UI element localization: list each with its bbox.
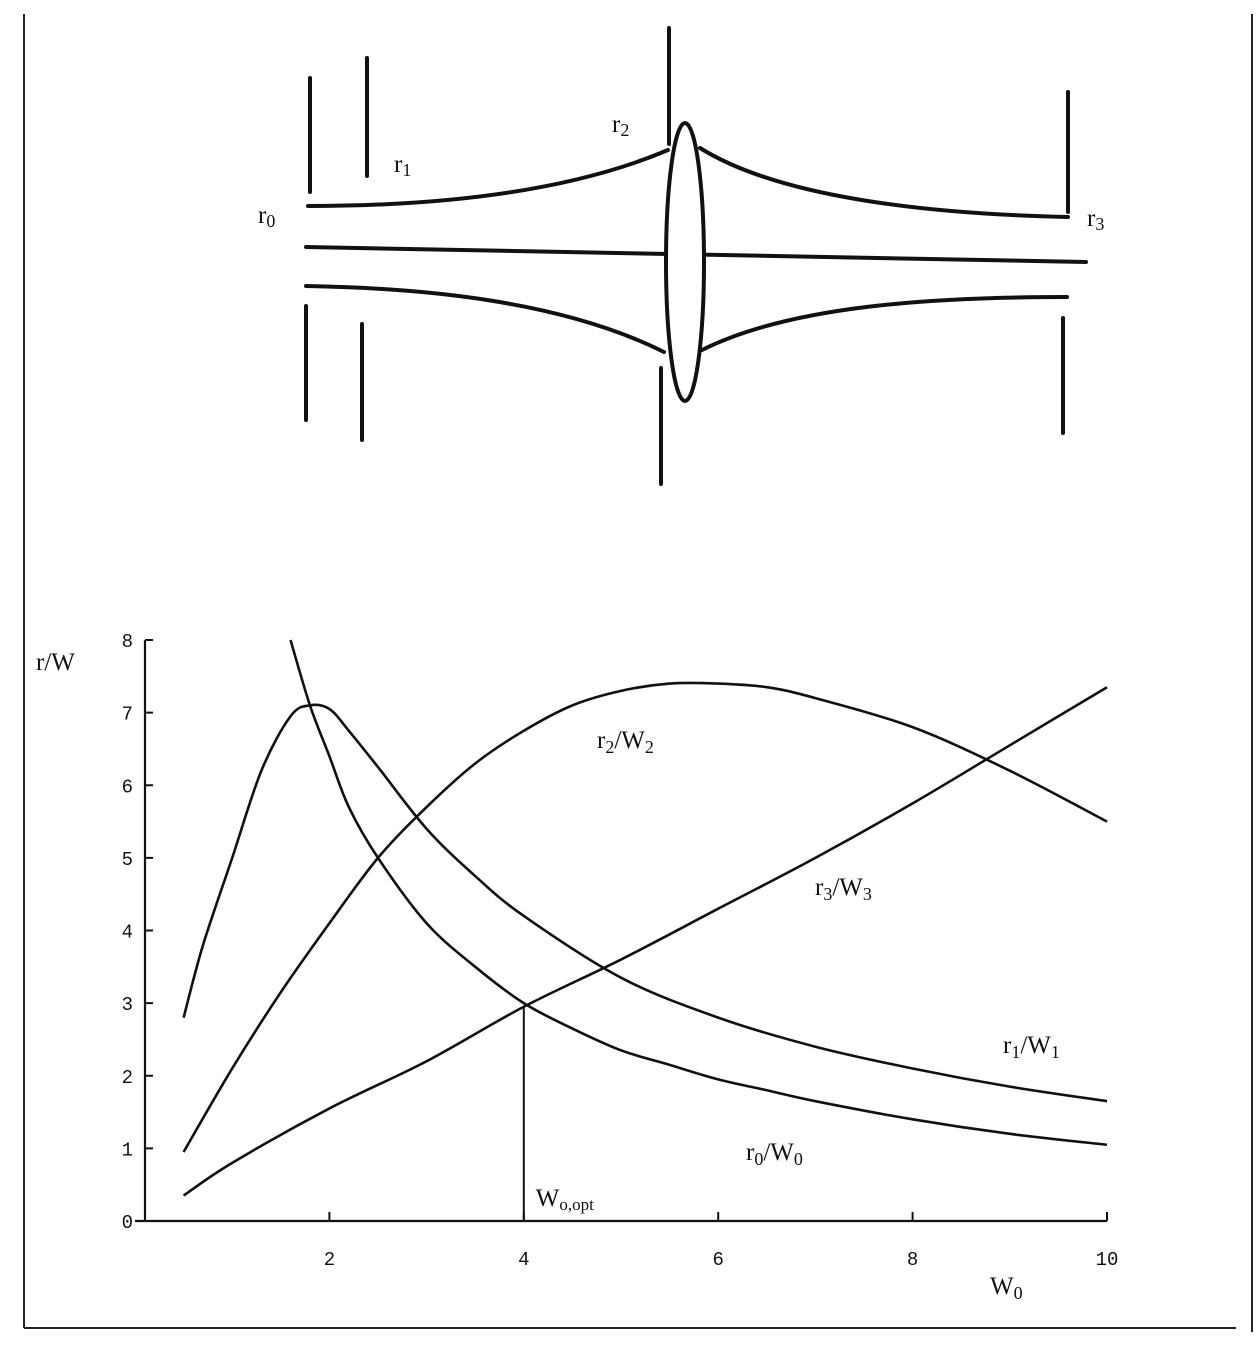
x-tick-label: 4 — [518, 1249, 529, 1271]
x-tick-label: 8 — [907, 1249, 918, 1271]
y-tick-label: 2 — [122, 1067, 133, 1089]
x-tick-label: 10 — [1096, 1249, 1119, 1271]
y-tick-label: 0 — [122, 1212, 133, 1234]
series-group: r0/W0 r1/W1 r2/W2 r3/W3 — [182, 639, 1108, 1197]
beam-diagram: r0 r1 r2 r3 — [258, 26, 1104, 486]
series-label-2: r2/W2 — [597, 727, 654, 757]
ticks: 0 1 2 3 4 5 6 7 8 2 4 6 8 10 — [122, 631, 1119, 1271]
x-axis-label: W0 — [990, 1273, 1023, 1303]
series-line-1 — [182, 703, 1108, 1103]
series-label-0: r0/W0 — [746, 1139, 803, 1169]
label-r3: r3 — [1087, 205, 1104, 234]
lens — [664, 121, 706, 403]
x-tick-label: 2 — [324, 1249, 335, 1271]
x-tick-label: 6 — [712, 1249, 723, 1271]
y-tick-label: 5 — [122, 849, 133, 871]
y-axis-label: r/W — [36, 649, 75, 676]
annotations: Wo,opt — [522, 1006, 594, 1221]
label-r1: r1 — [394, 151, 411, 180]
y-tick-label: 7 — [122, 704, 133, 726]
optimum-label: Wo,opt — [536, 1185, 594, 1214]
y-tick-label: 8 — [122, 631, 133, 653]
page-frame — [23, 14, 1253, 1332]
apertures — [304, 26, 1070, 486]
label-r0: r0 — [258, 202, 275, 231]
y-tick-label: 1 — [122, 1139, 133, 1161]
series-line-0 — [289, 639, 1108, 1147]
series-line-3 — [182, 686, 1108, 1197]
chart: r/W W0 0 1 2 3 4 5 6 7 8 2 4 6 8 10 r0/W0 r1/W1 r2/W2 r3… — [36, 631, 1118, 1303]
label-r2: r2 — [612, 111, 629, 140]
series-label-3: r3/W3 — [815, 874, 872, 904]
series-label-1: r1/W1 — [1003, 1032, 1060, 1062]
beam-upper-envelope — [306, 146, 1070, 219]
y-tick-label: 3 — [122, 994, 133, 1016]
series-line-2 — [182, 681, 1108, 1153]
y-tick-label: 4 — [122, 922, 133, 944]
beam-lower-envelope — [304, 284, 1069, 354]
y-tick-label: 6 — [122, 776, 133, 798]
